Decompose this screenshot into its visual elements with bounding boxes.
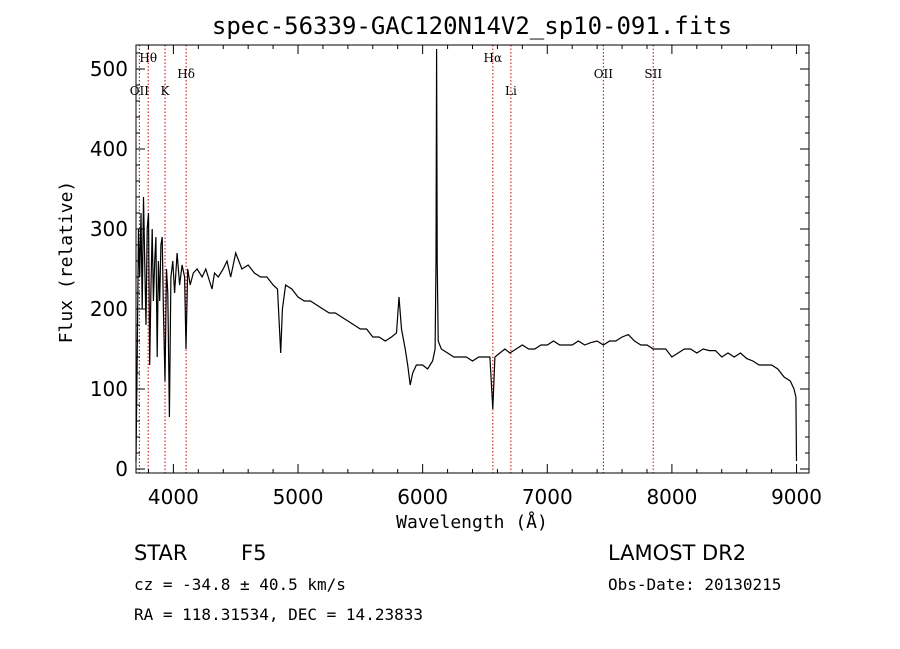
line-label-6: OII	[594, 67, 614, 81]
y-tick-label-500: 500	[90, 57, 128, 81]
x-tick-label-7000: 7000	[522, 485, 573, 509]
x-axis-ticks: 4000 5000 6000 7000 8000 9000	[148, 45, 822, 509]
line-label-1: OII	[130, 84, 150, 98]
x-tick-label-8000: 8000	[646, 485, 697, 509]
plot-frame	[135, 44, 810, 474]
chart-title: spec-56339-GAC120N14V2_sp10-091.fits	[212, 12, 732, 40]
spectrum-line	[135, 48, 798, 462]
x-tick-label-9000: 9000	[771, 485, 822, 509]
line-label-2: K	[161, 84, 171, 98]
object-class: STAR	[134, 541, 188, 565]
y-tick-label-100: 100	[90, 377, 128, 401]
redshift-cz: cz = -34.8 ± 40.5 km/s	[134, 575, 346, 594]
y-axis-ticks: 0 100 200 300 400 500	[90, 52, 809, 481]
emission-line-markers	[138, 45, 654, 473]
x-tick-label-4000: 4000	[148, 485, 199, 509]
y-axis-label: Flux (relative)	[56, 181, 77, 344]
y-tick-label-0: 0	[115, 457, 128, 481]
line-label-7: SII	[644, 67, 662, 81]
line-label-3: Hδ	[177, 67, 195, 81]
spectral-subclass: F5	[241, 541, 267, 565]
line-label-4: Hα	[484, 51, 503, 65]
x-axis-label: Wavelength (Å)	[396, 511, 548, 533]
line-label-0: Hθ	[139, 51, 157, 65]
x-tick-label-6000: 6000	[397, 485, 448, 509]
survey-name: LAMOST DR2	[608, 541, 747, 565]
observation-date: Obs-Date: 20130215	[608, 575, 782, 594]
line-labels: Hθ OII K Hδ Hα Li OII SII	[130, 51, 663, 98]
y-tick-label-200: 200	[90, 297, 128, 321]
x-tick-label-5000: 5000	[273, 485, 324, 509]
ra-dec-coordinates: RA = 118.31534, DEC = 14.23833	[134, 605, 423, 624]
y-tick-label-300: 300	[90, 217, 128, 241]
y-tick-label-400: 400	[90, 137, 128, 161]
line-label-5: Li	[505, 84, 517, 98]
